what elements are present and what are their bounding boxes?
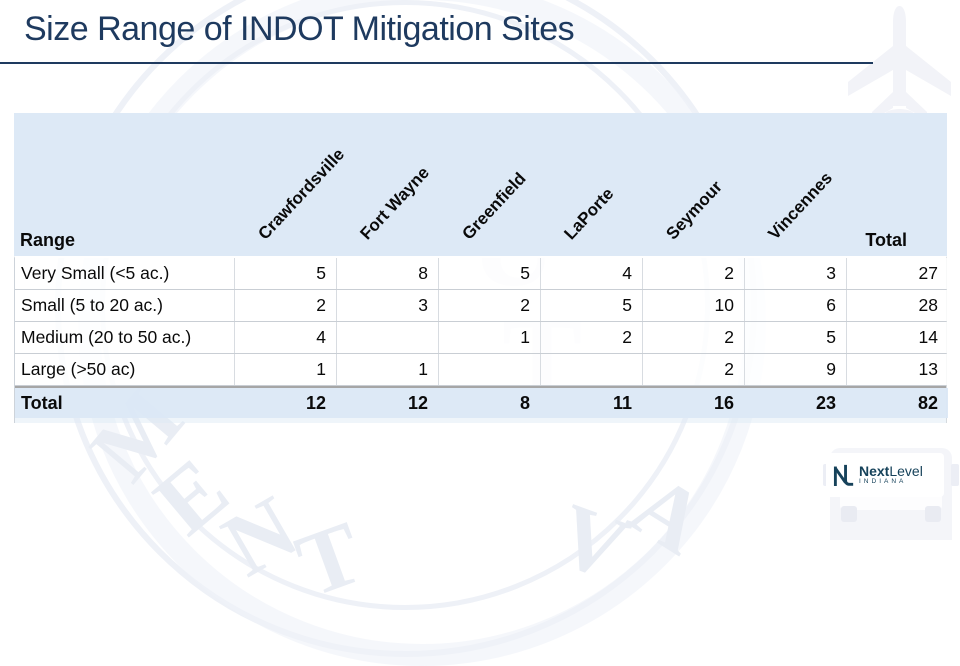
district-header-vincennes: Vincennes bbox=[764, 168, 837, 244]
cell: 9 bbox=[744, 354, 846, 385]
cell bbox=[336, 322, 438, 353]
cell: 2 bbox=[234, 290, 336, 321]
nextlevel-logo: NextLevel INDIANA bbox=[826, 453, 944, 497]
cell: 2 bbox=[642, 354, 744, 385]
mitigation-sites-table: Range Crawfordsville Fort Wayne Greenfie… bbox=[14, 113, 948, 423]
seal-letter: E bbox=[136, 439, 247, 554]
cell: 1 bbox=[234, 354, 336, 385]
district-header-fort-wayne: Fort Wayne bbox=[356, 163, 433, 244]
bus-headlight bbox=[925, 506, 941, 522]
cell bbox=[540, 354, 642, 385]
cell: 6 bbox=[744, 290, 846, 321]
total-column-header: Total bbox=[865, 230, 907, 250]
total-cell: 12 bbox=[234, 388, 336, 418]
row-label: Medium (20 to 50 ac.) bbox=[15, 322, 234, 353]
cell: 3 bbox=[336, 290, 438, 321]
row-label: Small (5 to 20 ac.) bbox=[15, 290, 234, 321]
cell: 8 bbox=[336, 258, 438, 289]
cell bbox=[438, 354, 540, 385]
cell: 2 bbox=[438, 290, 540, 321]
district-header-seymour: Seymour bbox=[662, 177, 726, 244]
total-cell: 23 bbox=[744, 388, 846, 418]
row-total-cell: 27 bbox=[846, 258, 948, 289]
logo-region: INDIANA bbox=[859, 478, 907, 486]
total-cell: 11 bbox=[540, 388, 642, 418]
cell: 4 bbox=[540, 258, 642, 289]
page-title: Size Range of INDOT Mitigation Sites bbox=[24, 10, 575, 48]
total-cell: 8 bbox=[438, 388, 540, 418]
row-total-cell: 14 bbox=[846, 322, 948, 353]
cell: 3 bbox=[744, 258, 846, 289]
cell: 5 bbox=[234, 258, 336, 289]
row-total-cell: 28 bbox=[846, 290, 948, 321]
table-row-very-small: Very Small (<5 ac.) 5 8 5 4 2 3 27 bbox=[15, 258, 948, 290]
logo-name-bold: Next bbox=[859, 462, 890, 479]
cell: 5 bbox=[540, 290, 642, 321]
row-label: Very Small (<5 ac.) bbox=[15, 258, 234, 289]
total-cell: 12 bbox=[336, 388, 438, 418]
cell: 1 bbox=[438, 322, 540, 353]
logo-name-light: Level bbox=[889, 462, 923, 479]
total-row-label: Total bbox=[15, 388, 234, 418]
row-label: Large (>50 ac) bbox=[15, 354, 234, 385]
table-row-medium: Medium (20 to 50 ac.) 4 1 2 2 5 14 bbox=[15, 322, 948, 354]
bus-headlight bbox=[841, 506, 857, 522]
table-row-small: Small (5 to 20 ac.) 2 3 2 5 10 6 28 bbox=[15, 290, 948, 322]
seal-letter: N bbox=[207, 477, 314, 596]
district-header-crawfordsville: Crawfordsville bbox=[254, 144, 349, 244]
nl-monogram-icon bbox=[833, 464, 854, 486]
cell: 2 bbox=[642, 258, 744, 289]
row-total-cell: 13 bbox=[846, 354, 948, 385]
cell: 2 bbox=[642, 322, 744, 353]
table-row-large: Large (>50 ac) 1 1 2 9 13 bbox=[15, 354, 948, 386]
seal-letter: V bbox=[545, 484, 641, 601]
district-header-greenfield: Greenfield bbox=[458, 168, 530, 244]
table-total-row: Total 12 12 8 11 16 23 82 bbox=[15, 386, 948, 418]
logo-name: NextLevel bbox=[859, 462, 923, 479]
cell: 1 bbox=[336, 354, 438, 385]
table-body: Very Small (<5 ac.) 5 8 5 4 2 3 27 Small… bbox=[14, 256, 948, 423]
seal-letter: A bbox=[613, 455, 722, 574]
table-header: Range Crawfordsville Fort Wayne Greenfie… bbox=[14, 113, 947, 256]
total-cell: 16 bbox=[642, 388, 744, 418]
title-underline bbox=[0, 62, 873, 64]
grand-total-cell: 82 bbox=[846, 388, 948, 418]
cell: 2 bbox=[540, 322, 642, 353]
table-footer-band bbox=[15, 418, 946, 423]
seal-letter: T bbox=[284, 502, 375, 617]
cell: 10 bbox=[642, 290, 744, 321]
logo-text: NextLevel INDIANA bbox=[859, 462, 923, 487]
cell: 5 bbox=[438, 258, 540, 289]
cell: 4 bbox=[234, 322, 336, 353]
cell: 5 bbox=[744, 322, 846, 353]
district-header-laporte: LaPorte bbox=[560, 184, 618, 244]
bus-mirror bbox=[951, 464, 959, 486]
range-column-header: Range bbox=[20, 230, 76, 250]
